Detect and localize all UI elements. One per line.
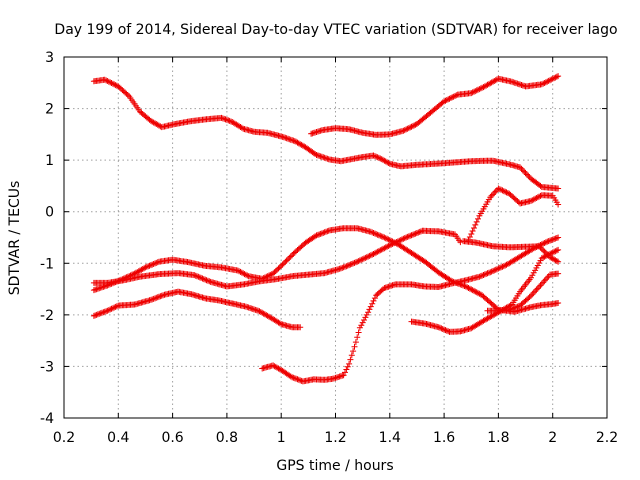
x-tick-label: 0.6 [161, 430, 183, 446]
y-tick-label: -1 [40, 256, 54, 272]
plus-markers [90, 288, 304, 331]
plus-markers [90, 76, 562, 192]
y-tick-label: 2 [45, 102, 54, 118]
tick-layer: 0.2 0.4 0.6 0.8 1 1.2 1.4 1.6 1.8 2 2.2 -4 -3 -2 -1 0 1 2… [40, 50, 618, 446]
y-tick-label: -3 [40, 359, 54, 375]
x-tick-label: 1.8 [487, 430, 509, 446]
x-axis-label: GPS time / hours [276, 458, 393, 474]
plus-markers [408, 246, 562, 335]
chart-title: Day 199 of 2014, Sidereal Day-to-day VTE… [54, 22, 617, 38]
x-tick-label: 1 [277, 430, 286, 446]
series-prn-j [484, 270, 562, 314]
series-prn-h [259, 234, 562, 385]
series-prn-i [408, 246, 562, 335]
x-tick-label: 0.8 [216, 430, 238, 446]
series-prn-b [308, 73, 562, 138]
plus-markers [484, 270, 562, 314]
y-tick-label: 0 [45, 205, 54, 221]
series-prn-a [90, 76, 562, 192]
grid-layer [64, 57, 607, 418]
plus-markers [465, 185, 562, 244]
x-tick-label: 1.6 [433, 430, 455, 446]
x-tick-label: 0.2 [53, 430, 75, 446]
y-axis-label: SDTVAR / TECUs [7, 181, 23, 296]
x-tick-label: 2.2 [596, 430, 618, 446]
x-tick-label: 1.2 [324, 430, 346, 446]
series-prn-f [90, 227, 464, 290]
x-tick-label: 2 [548, 430, 557, 446]
plus-markers [90, 227, 464, 290]
y-tick-label: 3 [45, 50, 54, 66]
y-tick-label: -4 [40, 411, 54, 427]
y-tick-label: -2 [40, 308, 54, 324]
plus-markers [308, 73, 562, 138]
series-prn-g [90, 288, 304, 331]
series-prn-d [465, 185, 562, 244]
x-tick-label: 0.4 [107, 430, 129, 446]
plus-markers [259, 234, 562, 385]
x-tick-label: 1.4 [379, 430, 401, 446]
marks-layer [90, 73, 562, 385]
y-tick-label: 1 [45, 153, 54, 169]
